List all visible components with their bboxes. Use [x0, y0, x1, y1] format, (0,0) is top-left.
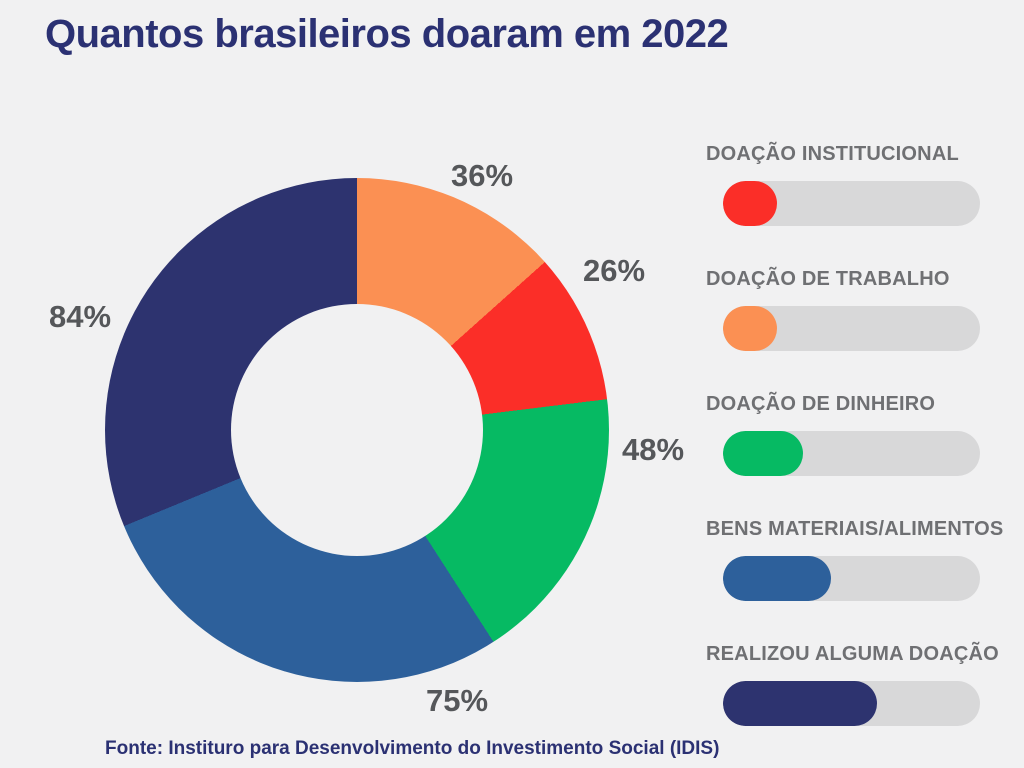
legend-item-institucional: DOAÇÃO INSTITUCIONAL: [706, 143, 1024, 226]
legend-track: [723, 556, 980, 601]
donut-hole: [231, 304, 483, 556]
segment-value-label-realizou: 84%: [48, 299, 112, 334]
legend-label: DOAÇÃO INSTITUCIONAL: [706, 143, 959, 165]
legend-label: REALIZOU ALGUMA DOAÇÃO: [706, 643, 999, 665]
legend-fill: [723, 681, 878, 726]
legend-track: [723, 681, 980, 726]
legend-fill: [723, 431, 803, 476]
segment-value-label-institucional: 26%: [582, 253, 646, 288]
segment-value-label-dinheiro: 48%: [621, 432, 685, 467]
segment-value-label-trabalho: 36%: [450, 158, 514, 193]
legend-fill: [723, 306, 777, 351]
source-note: Fonte: Instituro para Desenvolvimento do…: [105, 738, 720, 759]
legend-track: [723, 431, 980, 476]
legend-label: DOAÇÃO DE TRABALHO: [706, 268, 950, 290]
legend-fill: [723, 556, 831, 601]
legend-label: DOAÇÃO DE DINHEIRO: [706, 393, 936, 415]
legend-item-bens: BENS MATERIAIS/ALIMENTOS: [706, 518, 1024, 601]
legend-track: [723, 306, 980, 351]
legend-item-trabalho: DOAÇÃO DE TRABALHO: [706, 268, 1024, 351]
donut-chart: [105, 178, 609, 682]
legend-fill: [723, 181, 777, 226]
legend-track: [723, 181, 980, 226]
segment-value-label-bens: 75%: [425, 683, 489, 718]
legend-label: BENS MATERIAIS/ALIMENTOS: [706, 518, 1004, 540]
legend: DOAÇÃO INSTITUCIONAL DOAÇÃO DE TRABALHO …: [706, 143, 1024, 768]
legend-item-dinheiro: DOAÇÃO DE DINHEIRO: [706, 393, 1024, 476]
legend-item-realizou: REALIZOU ALGUMA DOAÇÃO: [706, 643, 1024, 726]
page-title: Quantos brasileiros doaram em 2022: [45, 12, 729, 56]
